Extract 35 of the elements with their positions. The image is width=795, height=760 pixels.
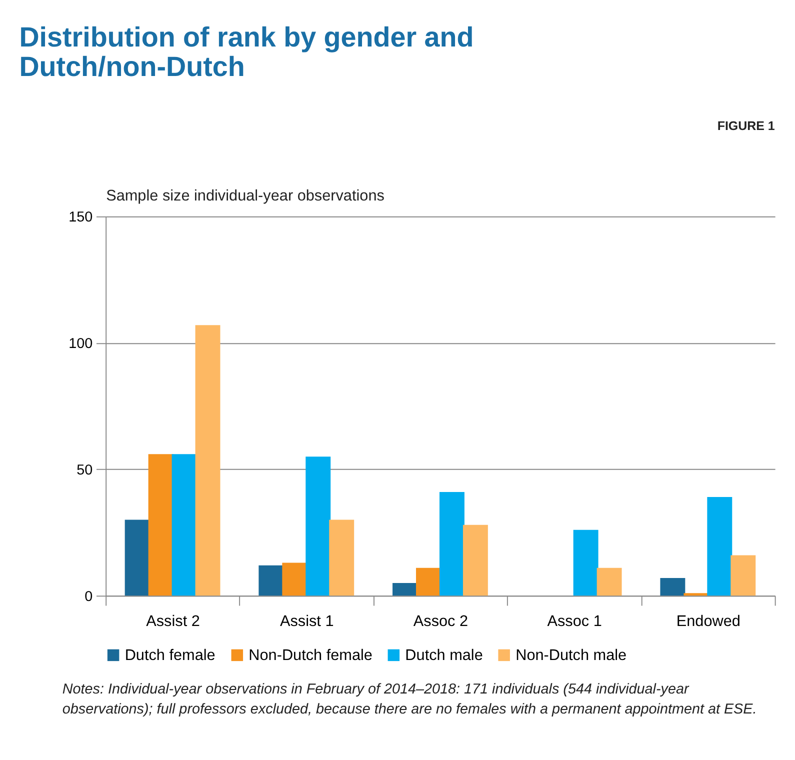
bar — [707, 497, 732, 596]
bar — [306, 456, 331, 596]
bar — [282, 562, 308, 596]
y-tick-label: 150 — [68, 210, 93, 226]
legend-label: Non-Dutch male — [516, 646, 627, 664]
bar — [573, 530, 598, 596]
bar — [148, 454, 174, 596]
bar — [439, 492, 464, 596]
bar — [258, 565, 284, 596]
text: Notes: Individual-year observations in February of 2014–2018: 171 individuals (544 individual-year observations); full professors excluded, because there are no females with a permanent appointment at ESE. — [62, 682, 757, 718]
x-tick-label: Assoc 1 — [547, 612, 602, 630]
x-tick-label: Assist 1 — [280, 612, 334, 630]
legend-label: Dutch female — [124, 646, 216, 664]
bar — [195, 325, 220, 596]
legend-label: Dutch male — [405, 646, 483, 664]
bar — [596, 568, 622, 596]
bar — [730, 555, 756, 596]
y-axis-title: Sample size individual-year observations — [106, 188, 385, 205]
caption: FIGURE 1 — [717, 118, 775, 133]
y-tick-label: 50 — [76, 462, 93, 479]
bar — [684, 593, 709, 596]
bar — [416, 568, 441, 596]
chart-title: Distribution of rank by gender and Dutch/non-Dutch — [19, 21, 474, 82]
bar — [329, 520, 354, 596]
x-tick-label: Assoc 2 — [413, 612, 468, 630]
bar — [462, 524, 488, 596]
bar — [392, 583, 418, 596]
x-tick-label: Endowed — [676, 612, 740, 630]
bar — [660, 578, 686, 596]
y-tick-label: 0 — [84, 588, 93, 605]
bar — [172, 454, 197, 596]
bar — [124, 520, 150, 596]
y-tick-label: 100 — [68, 336, 93, 352]
legend-label: Non-Dutch female — [248, 646, 372, 664]
x-tick-label: Assist 2 — [146, 612, 200, 630]
